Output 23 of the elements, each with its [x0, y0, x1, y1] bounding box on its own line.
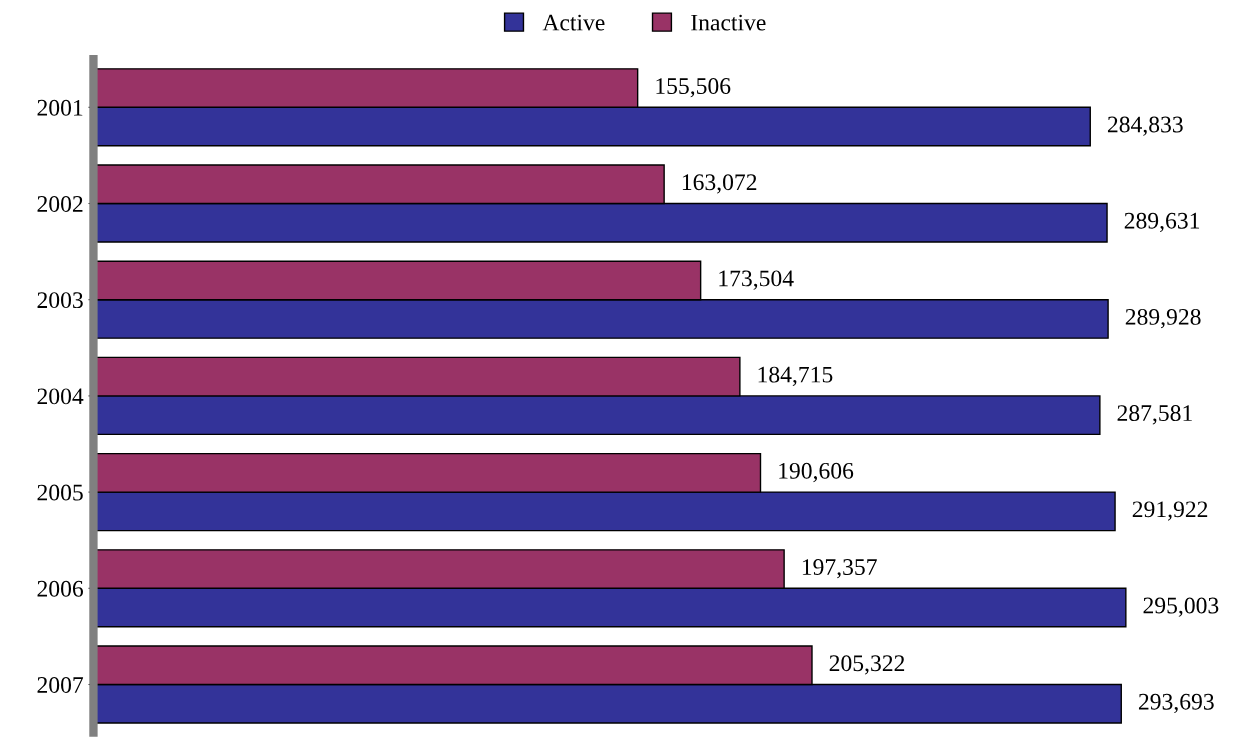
legend-label: Active — [542, 14, 605, 31]
legend-label: Inactive — [691, 14, 766, 31]
y-tick-label: 2001 — [37, 99, 83, 116]
data-label: 163,072 — [682, 174, 757, 194]
y-tick-label: 2005 — [37, 484, 83, 501]
data-label: 173,504 — [719, 270, 794, 290]
y-tick-label: 2007 — [37, 676, 84, 693]
data-label: 289,631 — [1124, 212, 1200, 233]
data-label: 205,322 — [829, 655, 905, 675]
data-label: 287,581 — [1117, 405, 1192, 425]
data-label: 291,922 — [1132, 501, 1208, 521]
data-label: 295,003 — [1143, 597, 1219, 617]
data-label: 197,357 — [802, 559, 877, 579]
data-label: 190,606 — [779, 462, 854, 483]
data-label: 293,693 — [1138, 693, 1214, 714]
y-tick-label: 2002 — [37, 195, 83, 212]
y-tick-label: 2006 — [37, 580, 84, 597]
data-label: 184,715 — [758, 366, 833, 386]
y-tick-label: 2004 — [37, 388, 84, 405]
y-tick-label: 2003 — [37, 292, 83, 309]
data-label: 284,833 — [1107, 116, 1183, 136]
data-label: 155,506 — [656, 78, 731, 98]
data-label: 289,928 — [1125, 308, 1201, 329]
